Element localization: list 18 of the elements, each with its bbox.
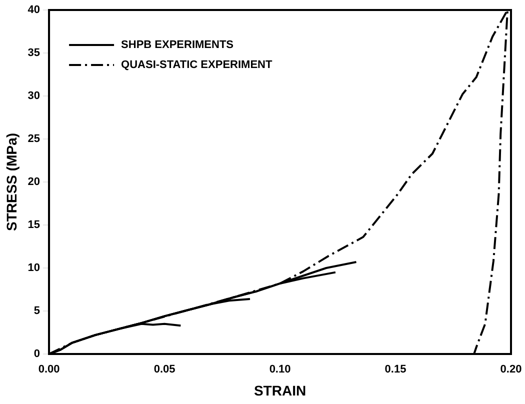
y-tick-label: 25 [28,133,40,146]
y-tick-label: 10 [28,262,40,274]
x-tick-label: 0.20 [500,364,522,376]
x-axis-title: STRAIN [254,382,306,398]
legend-label: QUASI-STATIC EXPERIMENT [121,59,272,72]
y-tick-label: 40 [28,4,40,16]
y-tick-label: 5 [34,305,40,318]
x-tick-label: 0.15 [384,364,406,376]
x-tick-label: 0.05 [154,364,176,376]
y-axis-title: STRESS (MPa) [3,132,20,232]
x-tick-label: 0.00 [38,364,60,376]
y-tick-label: 30 [28,90,40,102]
legend-label: SHPB EXPERIMENTS [121,39,234,52]
y-tick-label: 35 [28,47,40,60]
x-tick-label: 0.10 [269,364,291,376]
y-tick-label: 15 [28,219,40,232]
y-tick-label: 20 [28,176,40,188]
y-tick-label: 0 [34,348,40,360]
